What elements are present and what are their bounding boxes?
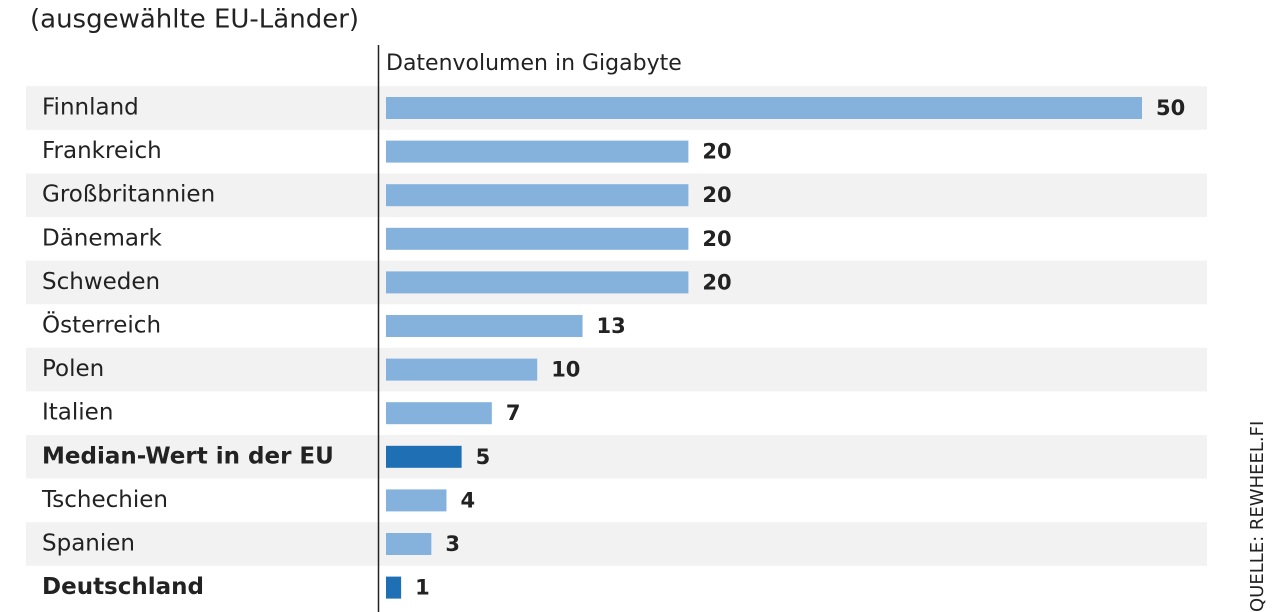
bar (386, 576, 402, 599)
y-tick-label: Italien (42, 400, 113, 426)
y-tick-label: Polen (42, 356, 104, 382)
bar (386, 358, 538, 381)
bar (386, 489, 447, 512)
y-tick-label: Dänemark (42, 225, 162, 251)
source: QUELLE: REWHEEL.FI (1247, 421, 1268, 612)
value-label: 4 (460, 488, 475, 512)
value-label: 20 (702, 183, 731, 207)
bar (386, 271, 689, 294)
row-band (26, 522, 1207, 566)
y-tick-label: Finnland (42, 95, 139, 121)
value-label: 50 (1156, 96, 1185, 120)
bar (386, 184, 689, 207)
bar (386, 315, 583, 337)
axis-label: Datenvolumen in Gigabyte (386, 51, 682, 76)
value-label: 20 (702, 227, 731, 251)
value-label: 1 (415, 576, 430, 600)
value-label: 20 (702, 140, 731, 164)
bar (386, 402, 492, 425)
bar (386, 445, 462, 468)
value-label: 5 (476, 445, 491, 469)
y-tick-label: Deutschland (42, 574, 204, 600)
y-tick-label: Schweden (42, 269, 160, 295)
value-label: 13 (597, 314, 626, 338)
value-label: 10 (551, 358, 580, 382)
row-band (26, 347, 1207, 392)
chart-subtitle: (ausgewählte EU-Länder) (30, 5, 359, 35)
bar (386, 533, 432, 555)
bar (386, 97, 1142, 119)
y-tick-label: Großbritannien (42, 182, 215, 208)
y-tick-label: Median-Wert in der EU (42, 443, 334, 469)
y-tick-label: Spanien (42, 531, 135, 557)
value-label: 3 (445, 532, 460, 556)
y-tick-label: Tschechien (41, 487, 168, 513)
value-label: 20 (702, 270, 731, 294)
bar (386, 227, 689, 250)
y-tick-label: Österreich (42, 311, 161, 339)
bar (386, 140, 689, 163)
value-label: 7 (506, 401, 521, 425)
row-band (26, 435, 1207, 479)
y-tick-label: Frankreich (42, 138, 162, 164)
